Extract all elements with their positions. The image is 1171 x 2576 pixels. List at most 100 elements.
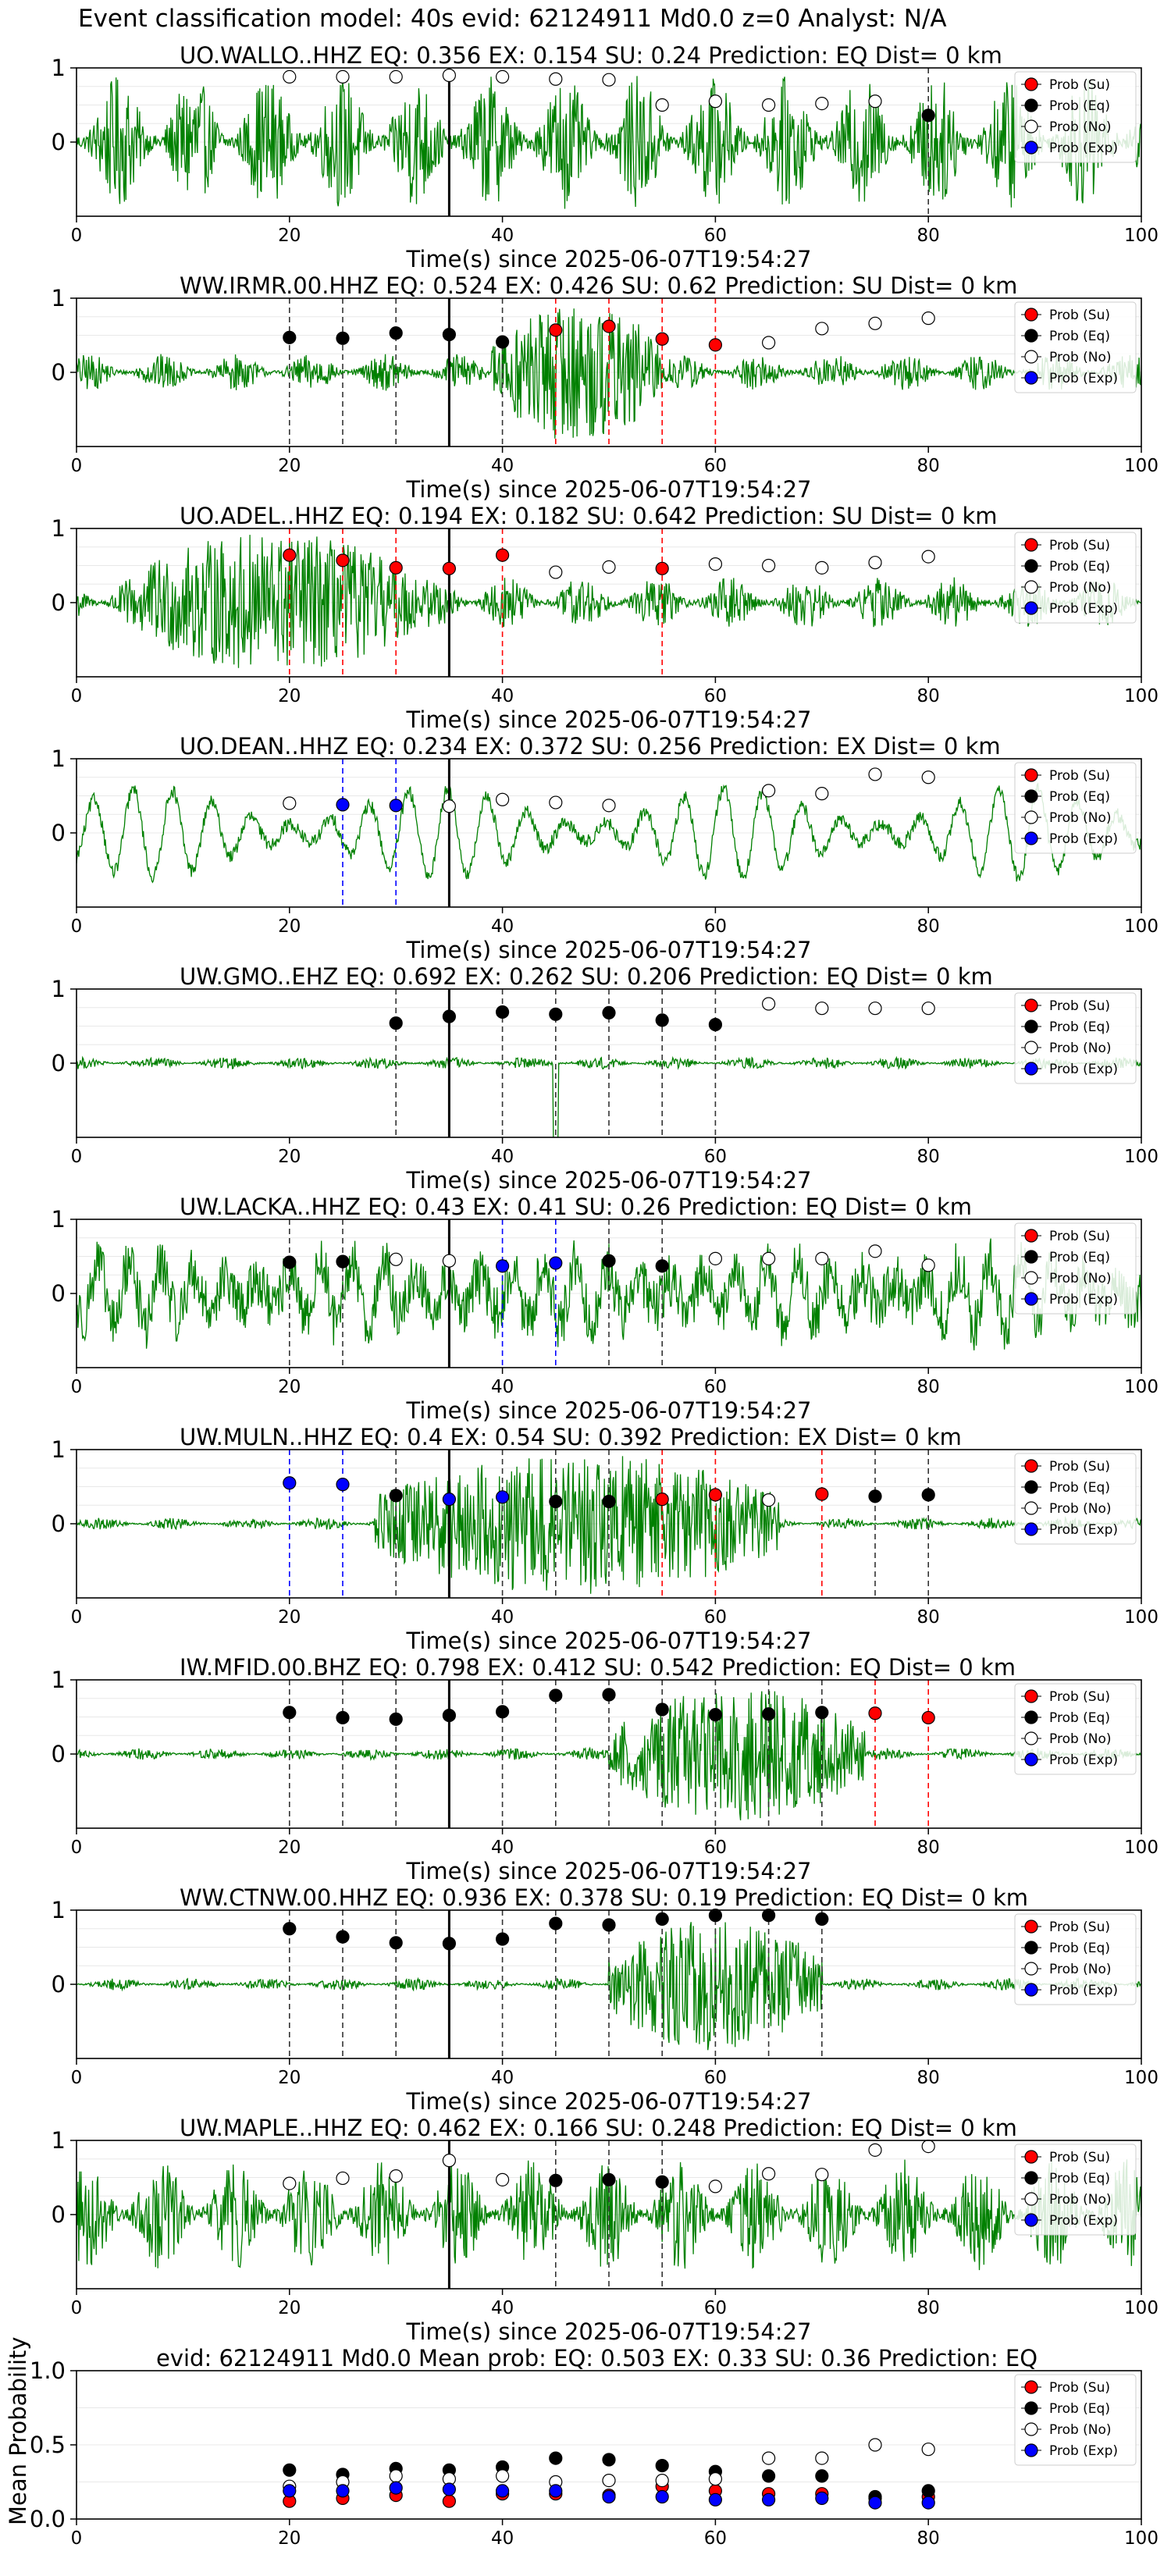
legend-marker-su <box>1024 998 1038 1012</box>
legend-label-no: Prob (No) <box>1049 119 1112 135</box>
x-tick-label: 40 <box>491 916 514 937</box>
x-tick-label: 20 <box>278 916 301 937</box>
legend-marker-exp <box>1024 1062 1038 1076</box>
prob-point-exp <box>389 799 403 813</box>
panel-5-axes: 0 20 40 60 80 100 1 0 <box>52 976 1159 1167</box>
legend-label-no: Prob (No) <box>1049 2192 1112 2208</box>
prob-point-eq <box>815 1912 829 1927</box>
prob-point-no <box>815 2168 829 2182</box>
prob-point-no <box>655 98 669 112</box>
legend-marker-su <box>1024 538 1038 552</box>
prob-point-no <box>442 1254 457 1268</box>
mean-point-eq <box>815 2469 829 2483</box>
x-tick-label: 60 <box>704 1838 727 1858</box>
x-tick-label: 100 <box>1124 686 1159 706</box>
prob-point-exp <box>495 1490 510 1504</box>
prob-point-no <box>549 795 563 809</box>
prob-point-eq <box>336 331 350 345</box>
x-axis-label: Time(s) since 2025-06-07T19:54:27 <box>406 1167 812 1194</box>
prob-point-no <box>389 69 403 84</box>
legend-marker-exp <box>1024 1522 1038 1536</box>
legend-frame <box>1014 532 1137 624</box>
panel-10-axes: 0 20 40 60 80 100 1 0 <box>52 2127 1159 2318</box>
legend-label-eq: Prob (Eq) <box>1049 789 1110 805</box>
prob-point-eq <box>602 1254 616 1268</box>
legend-label-no: Prob (No) <box>1049 810 1112 826</box>
prob-point-su <box>708 338 723 352</box>
x-tick-label: 100 <box>1124 1147 1159 1167</box>
y-tick-label: 0 <box>52 589 66 616</box>
x-tick-label: 80 <box>917 2528 940 2549</box>
station-panel: WW.IRMR.00.HHZ EQ: 0.524 EX: 0.426 SU: 0… <box>0 272 1171 503</box>
prob-point-eq <box>761 1909 776 1923</box>
station-panel: UO.WALLO..HHZ EQ: 0.356 EX: 0.154 SU: 0.… <box>0 42 1171 272</box>
prob-point-eq <box>495 1932 510 1946</box>
legend-frame <box>1014 1913 1137 2005</box>
prob-point-eq <box>495 1005 510 1019</box>
panel-title: UW.LACKA..HHZ EQ: 0.43 EX: 0.41 SU: 0.26… <box>180 1194 972 1220</box>
prob-point-eq <box>389 326 403 340</box>
y-tick-label: 0 <box>52 1280 66 1307</box>
legend-label-su: Prob (Su) <box>1049 77 1110 93</box>
legend-label-su: Prob (Su) <box>1049 308 1110 323</box>
legend-marker-su <box>1024 2380 1038 2394</box>
mean-point-exp <box>442 2482 457 2496</box>
legend-frame <box>1014 992 1137 1084</box>
panel-5-legend: Prob (Su) Prob (Eq) Prob (No) Prob (Exp) <box>1014 992 1137 1084</box>
x-tick-label: 100 <box>1124 1838 1159 1858</box>
panel-2-axes: 0 20 40 60 80 100 1 0 <box>52 285 1159 476</box>
prob-point-no <box>708 557 723 571</box>
prob-point-no <box>283 2176 297 2190</box>
x-tick-label: 100 <box>1124 1377 1159 1397</box>
prob-point-no <box>868 2143 882 2157</box>
prob-point-no <box>815 96 829 111</box>
x-tick-label: 60 <box>704 226 727 246</box>
panel-title: WW.CTNW.00.HHZ EQ: 0.936 EX: 0.378 SU: 0… <box>180 1884 1029 1911</box>
x-tick-label: 0 <box>71 2298 83 2318</box>
prob-point-eq <box>336 1254 350 1268</box>
prob-point-eq <box>495 335 510 349</box>
y-tick-label: 1 <box>52 976 66 1002</box>
x-tick-label: 20 <box>278 1838 301 1858</box>
prob-point-no <box>495 69 510 84</box>
panel-4-legend: Prob (Su) Prob (Eq) Prob (No) Prob (Exp) <box>1014 762 1137 854</box>
mean-point-eq <box>921 2484 935 2498</box>
prob-point-su <box>495 548 510 562</box>
x-tick-label: 40 <box>491 456 514 476</box>
prob-point-no <box>708 1251 723 1265</box>
prob-point-eq <box>283 330 297 344</box>
x-tick-label: 80 <box>917 686 940 706</box>
mean-point-exp <box>921 2496 935 2510</box>
prob-point-exp <box>442 1493 457 1507</box>
waveform-trace <box>77 535 1141 668</box>
prob-point-no <box>815 1251 829 1265</box>
mean-point-su <box>442 2494 457 2508</box>
y-tick-label: 0 <box>52 2201 66 2228</box>
panel-4-axes: 0 20 40 60 80 100 1 0 <box>52 745 1159 937</box>
legend-marker-su <box>1024 2150 1038 2164</box>
prob-point-eq <box>602 1918 616 1932</box>
prob-point-no <box>761 558 776 573</box>
station-panel: UW.GMO..EHZ EQ: 0.692 EX: 0.262 SU: 0.20… <box>0 963 1171 1194</box>
legend-label-su: Prob (Su) <box>1049 998 1110 1014</box>
legend-label-exp: Prob (Exp) <box>1049 141 1118 156</box>
legend-marker-no <box>1024 1271 1038 1285</box>
mean-point-eq <box>655 2459 669 2473</box>
prob-point-no <box>336 2171 350 2186</box>
y-tick-label: 1 <box>52 2127 66 2154</box>
x-axis-label: Time(s) since 2025-06-07T19:54:27 <box>406 476 812 503</box>
y-tick-label: 1 <box>52 515 66 542</box>
legend-label-exp: Prob (Exp) <box>1049 1983 1118 1998</box>
panel-title: UW.MULN..HHZ EQ: 0.4 EX: 0.54 SU: 0.392 … <box>180 1424 962 1450</box>
legend-label-exp: Prob (Exp) <box>1049 2213 1118 2229</box>
prob-point-su <box>602 319 616 333</box>
legend-frame <box>1014 2144 1137 2236</box>
waveform-trace <box>77 308 1141 439</box>
panel-title: UW.GMO..EHZ EQ: 0.692 EX: 0.262 SU: 0.20… <box>180 963 993 990</box>
legend-marker-no <box>1024 350 1038 364</box>
x-tick-label: 0 <box>71 226 83 246</box>
mean-point-exp <box>655 2489 669 2504</box>
x-tick-label: 40 <box>491 2298 514 2318</box>
legend-label-exp: Prob (Exp) <box>1049 1752 1118 1768</box>
prob-point-eq <box>549 2173 563 2187</box>
